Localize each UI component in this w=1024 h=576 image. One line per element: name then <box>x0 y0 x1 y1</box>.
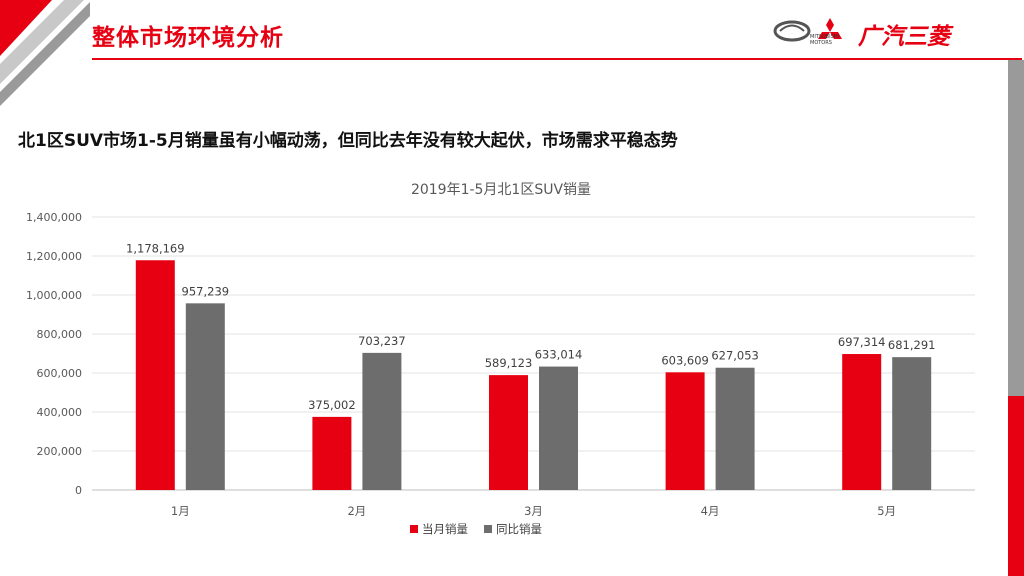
y-tick-label: 1,000,000 <box>26 289 82 302</box>
legend-swatch <box>484 525 492 533</box>
legend-label: 当月销量 <box>422 522 468 536</box>
bar <box>362 352 402 490</box>
data-label: 697,314 <box>838 335 886 349</box>
y-tick-label: 800,000 <box>37 328 83 341</box>
bar <box>892 357 932 490</box>
y-tick-label: 1,400,000 <box>26 211 82 224</box>
data-label: 703,237 <box>358 334 406 348</box>
data-label: 633,014 <box>535 348 583 362</box>
bar <box>312 416 352 490</box>
data-label: 589,123 <box>485 356 533 370</box>
legend-swatch <box>410 525 418 533</box>
data-label: 627,053 <box>711 349 759 363</box>
data-label: 681,291 <box>888 338 936 352</box>
mitsubishi-diamonds-icon <box>818 18 842 39</box>
bar <box>842 354 882 490</box>
bar <box>715 367 755 490</box>
x-tick-label: 2月 <box>347 504 366 518</box>
page-title: 整体市场环境分析 <box>92 25 284 51</box>
data-label: 375,002 <box>308 398 356 412</box>
side-bar-gray <box>1008 60 1024 396</box>
data-label: 603,609 <box>661 353 709 367</box>
x-tick-label: 4月 <box>701 504 720 518</box>
data-label: 957,239 <box>182 284 230 298</box>
x-tick-label: 3月 <box>524 504 543 518</box>
legend-label: 同比销量 <box>496 522 542 536</box>
gac-logo-icon <box>773 20 811 42</box>
y-tick-label: 1,200,000 <box>26 250 82 263</box>
sales-bar-chart: 2019年1-5月北1区SUV销量 0 200,000 400,000 600,000… <box>26 182 975 536</box>
chart-title: 2019年1-5月北1区SUV销量 <box>411 182 591 198</box>
brand-name: 广汽三菱 <box>858 24 950 50</box>
data-label: 1,178,169 <box>126 241 185 255</box>
bar <box>539 366 578 490</box>
side-bar-red <box>1008 396 1024 576</box>
y-tick-label: 0 <box>75 484 82 497</box>
mitsubishi-motors-wordmark: MITSUBISHI MOTORS <box>810 34 839 46</box>
x-tick-label: 1月 <box>171 504 190 518</box>
y-tick-label: 600,000 <box>37 367 83 380</box>
y-tick-label: 200,000 <box>37 445 83 458</box>
bar <box>489 375 528 490</box>
bar <box>185 303 225 490</box>
brand-logo <box>773 18 842 42</box>
x-tick-label: 5月 <box>877 504 896 518</box>
bar <box>665 372 705 490</box>
bar <box>135 260 175 490</box>
header-divider <box>92 58 1022 60</box>
slide-headline: 北1区SUV市场1-5月销量虽有小幅动荡，但同比去年没有较大起伏，市场需求平稳态… <box>18 131 678 151</box>
y-tick-label: 400,000 <box>37 406 83 419</box>
corner-stripes-decoration <box>0 0 90 106</box>
